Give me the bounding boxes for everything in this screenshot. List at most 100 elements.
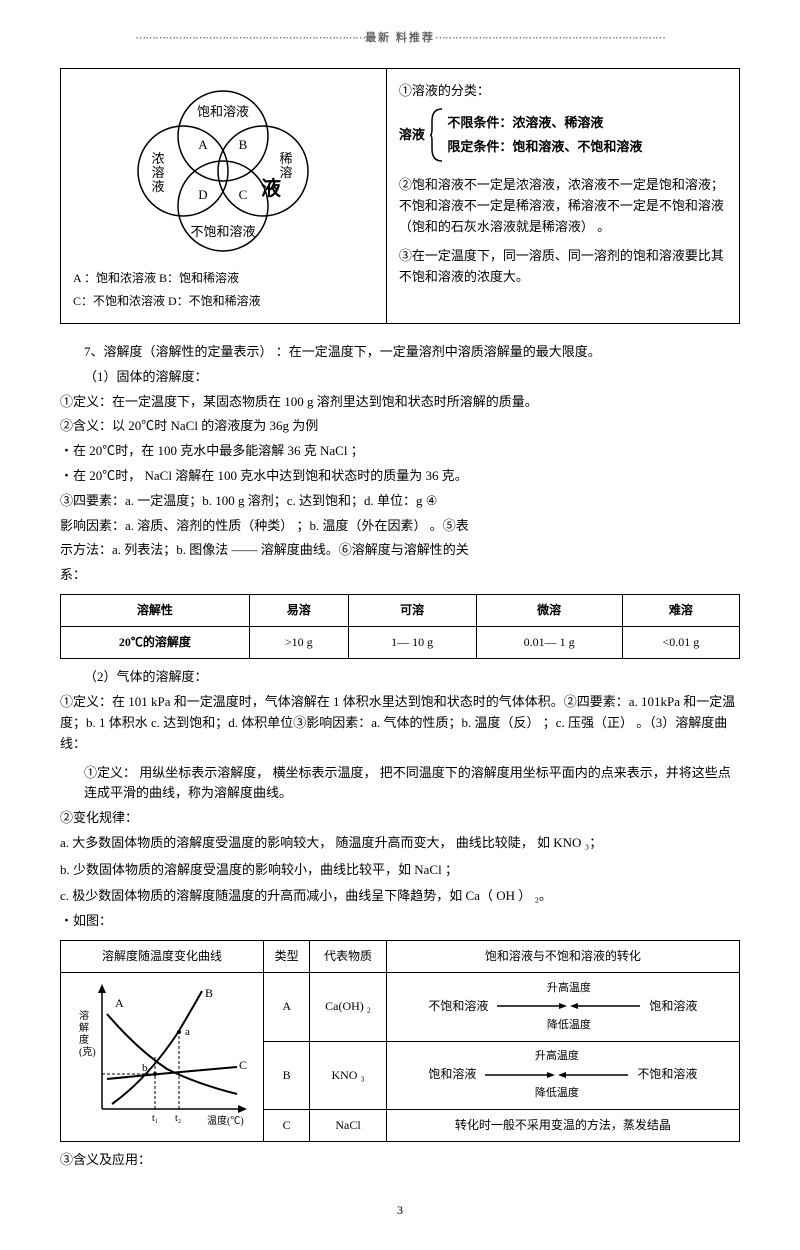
- sol-row-label: 20℃的溶解度: [61, 627, 250, 659]
- table-row: 溶 解 度 (克) 温度(℃) A B C a b t₁ t₂: [61, 973, 740, 1041]
- ct-h0: 溶解度随温度变化曲线: [61, 941, 264, 973]
- svg-text:液: 液: [261, 176, 282, 200]
- gas-def: ①定义：在 101 kPa 和一定温度时，气体溶解在 1 体积水里达到饱和状态时…: [60, 692, 740, 754]
- curve-table: 溶解度随温度变化曲线 类型 代表物质 饱和溶液与不饱和溶液的转化 溶 解 度 (…: [60, 940, 740, 1142]
- sec7-bullet1: ・在 20℃时，在 100 克水中最多能溶解 36 克 NaCl ；: [60, 441, 740, 462]
- sec7-elem6: 系：: [60, 565, 740, 586]
- svg-text:度: 度: [79, 1033, 89, 1046]
- venn-top-label: 饱和溶液: [197, 104, 249, 119]
- solubility-curve-chart: 溶 解 度 (克) 温度(℃) A B C a b t₁ t₂: [67, 979, 257, 1129]
- sec7-elem3: ③四要素：a. 一定温度；b. 100 g 溶剂；c. 达到饱和；d. 单位：g…: [60, 491, 740, 512]
- arrow-right-icon: [497, 1002, 567, 1010]
- arrow-right-icon: [485, 1071, 555, 1079]
- svg-text:t₁: t₁: [152, 1113, 158, 1124]
- curve-def-block: ①定义： 用纵坐标表示溶解度， 横坐标表示温度， 把不同温度下的溶解度用坐标平面…: [60, 763, 740, 805]
- sec7-def: ①定义：在一定温度下，某固态物质在 100 g 溶剂里达到饱和状态时所溶解的质量…: [60, 392, 740, 413]
- sec7-elem5: 示方法：a. 列表法；b. 图像法 —— 溶解度曲线。⑥溶解度与溶解性的关: [60, 540, 740, 561]
- ct-type-C: C: [264, 1109, 310, 1142]
- bracket-label: 溶液: [399, 125, 425, 146]
- svg-text:不饱和溶液: 不饱和溶液: [191, 224, 256, 239]
- sol-cell-3: <0.01 g: [622, 627, 739, 659]
- trans-right: 不饱和溶液: [637, 1067, 697, 1081]
- left-bracket-icon: [430, 107, 444, 163]
- class-note-3: ③在一定温度下，同一溶质、同一溶剂的饱和溶液要比其不饱和溶液的浓度大。: [399, 246, 727, 288]
- gas-section: （2）气体的溶解度：: [60, 667, 740, 688]
- svg-text:b: b: [142, 1062, 148, 1074]
- svg-text:a: a: [185, 1026, 190, 1038]
- fig-note: ・如图：: [60, 911, 740, 932]
- svg-text:浓: 浓: [152, 151, 165, 166]
- ct-mat-C: NaCl: [310, 1109, 386, 1142]
- svg-text:(克): (克): [79, 1046, 96, 1058]
- svg-text:B: B: [239, 137, 248, 152]
- laws-block: ②变化规律： a. 大多数固体物质的溶解度受温度的影响较大， 随温度升高而变大，…: [60, 808, 740, 932]
- after-note: ③含义及应用：: [60, 1150, 740, 1171]
- venn-legend-2: C：不饱和浓溶液 D：不饱和稀溶液: [73, 292, 374, 311]
- bracket-line-2: 限定条件：饱和溶液、不饱和溶液: [447, 137, 642, 158]
- sol-cell-1: 1— 10 g: [348, 627, 476, 659]
- bracket-line-1: 不限条件：浓溶液、稀溶液: [447, 113, 642, 134]
- gas-sub: （2）气体的溶解度：: [84, 667, 740, 688]
- ct-type-B: B: [264, 1041, 310, 1109]
- svg-text:D: D: [199, 187, 208, 202]
- ct-type-A: A: [264, 973, 310, 1041]
- gas-body: ①定义：在 101 kPa 和一定温度时，气体溶解在 1 体积水里达到饱和状态时…: [60, 692, 740, 754]
- svg-text:液: 液: [152, 179, 165, 194]
- class-note-2: ②饱和溶液不一定是浓溶液，浓溶液不一定是饱和溶液；不饱和溶液不一定是稀溶液，稀溶…: [399, 175, 727, 237]
- law-a: a. 大多数固体物质的溶解度受温度的影响较大， 随温度升高而变大， 曲线比较陡，…: [60, 833, 740, 854]
- sol-cell-0: >10 g: [249, 627, 348, 659]
- section-7: 7、溶解度（溶解性的定量表示） ：在一定温度下，一定量溶剂中溶质溶解量的最大限度…: [60, 342, 740, 388]
- svg-text:t₂: t₂: [175, 1113, 181, 1124]
- svg-text:溶: 溶: [280, 165, 293, 180]
- sol-th-4: 难溶: [622, 594, 739, 626]
- sol-cell-2: 0.01— 1 g: [476, 627, 622, 659]
- svg-text:溶: 溶: [79, 1009, 89, 1022]
- curve-def: ①定义： 用纵坐标表示溶解度， 横坐标表示温度， 把不同温度下的溶解度用坐标平面…: [84, 763, 740, 805]
- svg-text:A: A: [115, 996, 124, 1010]
- table-row: 20℃的溶解度 >10 g 1— 10 g 0.01— 1 g <0.01 g: [61, 627, 740, 659]
- trans-left: 不饱和溶液: [428, 999, 488, 1013]
- sol-th-1: 易溶: [249, 594, 348, 626]
- svg-text:C: C: [239, 1058, 247, 1072]
- solubility-table: 溶解性 易溶 可溶 微溶 难溶 20℃的溶解度 >10 g 1— 10 g 0.…: [60, 594, 740, 659]
- section-7-body: ①定义：在一定温度下，某固态物质在 100 g 溶剂里达到饱和状态时所溶解的质量…: [60, 392, 740, 586]
- law-c: c. 极少数固体物质的溶解度随温度的升高而减小，曲线呈下降趋势，如 Ca（ OH…: [60, 886, 740, 907]
- svg-text:温度(℃): 温度(℃): [207, 1114, 244, 1127]
- svg-text:解: 解: [79, 1021, 89, 1034]
- class-heading: ①溶液的分类：: [399, 81, 727, 102]
- ct-trans-B: 饱和溶液 升高温度 降低温度 不饱和溶液: [386, 1041, 739, 1109]
- sec7-elem4: 影响因素：a. 溶质、溶剂的性质（种类） ；b. 温度（外在因素） 。⑤表: [60, 516, 740, 537]
- ct-h2: 代表物质: [310, 941, 386, 973]
- classification-text-cell: ①溶液的分类： 溶液 不限条件：浓溶液、稀溶液 限定条件：饱和溶液、不饱和溶液 …: [386, 68, 739, 323]
- sol-th-0: 溶解性: [61, 594, 250, 626]
- page-header: ⋯⋯⋯⋯⋯⋯⋯⋯⋯⋯⋯⋯⋯⋯⋯⋯⋯⋯⋯⋯⋯⋯⋯最新 料推荐⋯⋯⋯⋯⋯⋯⋯⋯⋯⋯⋯…: [60, 30, 740, 48]
- svg-text:B: B: [205, 986, 213, 1000]
- sec7-meaning: ②含义：以 20℃时 NaCl 的溶液度为 36g 为例: [60, 416, 740, 437]
- svg-text:溶: 溶: [152, 165, 165, 180]
- sol-th-3: 微溶: [476, 594, 622, 626]
- sol-th-2: 可溶: [348, 594, 476, 626]
- venn-legend-1: A ：饱和浓溶液 B：饱和稀溶液: [73, 269, 374, 288]
- ct-h1: 类型: [264, 941, 310, 973]
- classification-table: 饱和溶液 浓 溶 液 稀 溶 液 不饱和溶液 A B C D (function…: [60, 68, 740, 324]
- svg-text:C: C: [239, 187, 248, 202]
- table-row: 溶解性 易溶 可溶 微溶 难溶: [61, 594, 740, 626]
- ct-trans-C: 转化时一般不采用变温的方法，蒸发结晶: [386, 1109, 739, 1142]
- law-title: ②变化规律：: [60, 808, 740, 829]
- after-text: ③含义及应用：: [60, 1150, 740, 1171]
- svg-text:A: A: [199, 137, 209, 152]
- sec7-bullet2: ・在 20℃时， NaCl 溶解在 100 克水中达到饱和状态时的质量为 36 …: [60, 466, 740, 487]
- bracket-classification: 溶液 不限条件：浓溶液、稀溶液 限定条件：饱和溶液、不饱和溶液: [399, 107, 727, 163]
- ct-mat-B: KNO ₃: [310, 1041, 386, 1109]
- page-number: 3: [60, 1201, 740, 1220]
- venn-cell: 饱和溶液 浓 溶 液 稀 溶 液 不饱和溶液 A B C D (function…: [61, 68, 387, 323]
- ct-mat-A: Ca(OH) ₂: [310, 973, 386, 1041]
- sec7-sub1: （1）固体的溶解度：: [84, 367, 740, 388]
- ct-h3: 饱和溶液与不饱和溶液的转化: [386, 941, 739, 973]
- arrow-left-icon: [558, 1071, 628, 1079]
- trans-left: 饱和溶液: [428, 1067, 476, 1081]
- venn-diagram: 饱和溶液 浓 溶 液 稀 溶 液 不饱和溶液 A B C D: [118, 81, 328, 261]
- law-b: b. 少数固体物质的溶解度受温度的影响较小，曲线比较平，如 NaCl ；: [60, 860, 740, 881]
- trans-right: 饱和溶液: [649, 999, 697, 1013]
- sec7-title: 7、溶解度（溶解性的定量表示） ：在一定温度下，一定量溶剂中溶质溶解量的最大限度…: [84, 342, 740, 363]
